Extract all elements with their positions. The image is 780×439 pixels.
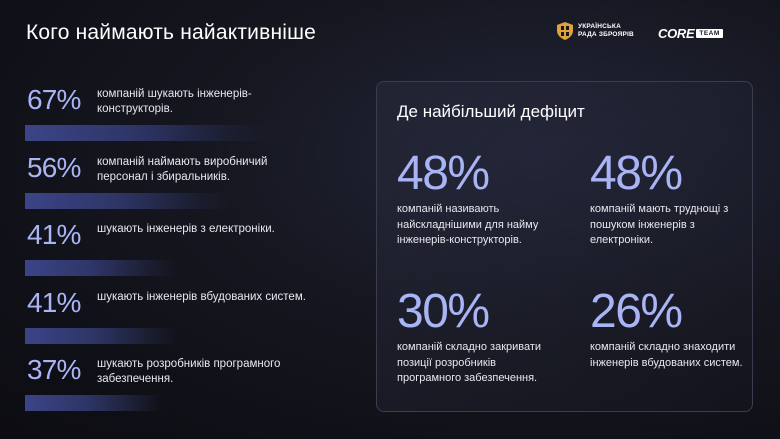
ukrainian-council-of-gunsmiths-logo: УКРАЇНСЬКА РАДА ЗБРОЯРІВ bbox=[557, 22, 634, 40]
bar bbox=[25, 260, 177, 276]
bar-row: 37% шукають розробників програмного забе… bbox=[0, 354, 360, 414]
deficit-stat-text: компаній складно закривати позиції розро… bbox=[397, 341, 542, 384]
deficit-panel-title: Де найбільший дефіцит bbox=[397, 102, 585, 121]
bar-value-label: 37% bbox=[27, 354, 81, 385]
bar-category-label: шукають розробників програмного забезпеч… bbox=[97, 358, 281, 385]
council-logo-text: УКРАЇНСЬКА РАДА ЗБРОЯРІВ bbox=[578, 23, 634, 39]
bar bbox=[25, 193, 232, 209]
bar-category-label: компаній шукають інженерів-конструкторів… bbox=[97, 88, 252, 115]
bar-row: 56% компаній наймають виробничий персона… bbox=[0, 152, 360, 212]
bar-value-label: 67% bbox=[27, 84, 81, 115]
bar bbox=[25, 395, 162, 411]
bar-value-label: 56% bbox=[27, 152, 81, 183]
bar bbox=[25, 328, 177, 344]
deficit-stat-text: компаній складно знаходити інженерів вбу… bbox=[590, 341, 743, 369]
shield-icon bbox=[557, 22, 573, 40]
deficit-stat-text: компаній мають труднощі з пошуком інжене… bbox=[590, 203, 729, 246]
council-logo-line1: УКРАЇНСЬКА bbox=[578, 23, 621, 30]
bar-row: 67% компаній шукають інженерів-конструкт… bbox=[0, 84, 360, 144]
deficit-stat-text: компаній називають найскладнішими для на… bbox=[397, 203, 539, 246]
deficit-stat: 26% компаній складно знаходити інженерів… bbox=[590, 286, 750, 371]
bar bbox=[25, 125, 273, 141]
bar-category-label: шукають інженерів вбудованих систем. bbox=[97, 291, 306, 303]
core-logo-text: CORE bbox=[658, 26, 695, 41]
bar-category-label: компаній наймають виробничий персонал і … bbox=[97, 156, 268, 183]
deficit-stat: 30% компаній складно закривати позиції р… bbox=[397, 286, 557, 387]
bar-category-label: шукають інженерів з електроніки. bbox=[97, 223, 275, 235]
council-logo-line2: РАДА ЗБРОЯРІВ bbox=[578, 31, 634, 38]
bar-value-label: 41% bbox=[27, 287, 81, 318]
deficit-stat-value: 48% bbox=[590, 147, 683, 200]
core-team-logo: CORE TEAM bbox=[658, 26, 723, 41]
deficit-stat-value: 48% bbox=[397, 147, 490, 200]
deficit-stat: 48% компаній мають труднощі з пошуком ін… bbox=[590, 148, 750, 249]
page-title: Кого наймають найактивніше bbox=[26, 21, 317, 44]
deficit-stat-value: 26% bbox=[590, 285, 683, 338]
deficit-stat-value: 30% bbox=[397, 285, 490, 338]
deficit-panel: Де найбільший дефіцит 48% компаній назив… bbox=[376, 81, 753, 412]
bar-row: 41% шукають інженерів з електроніки. bbox=[0, 219, 360, 279]
bar-value-label: 41% bbox=[27, 219, 81, 250]
team-logo-text: TEAM bbox=[696, 29, 723, 38]
deficit-stat: 48% компаній називають найскладнішими дл… bbox=[397, 148, 557, 249]
bar-row: 41% шукають інженерів вбудованих систем. bbox=[0, 287, 360, 347]
